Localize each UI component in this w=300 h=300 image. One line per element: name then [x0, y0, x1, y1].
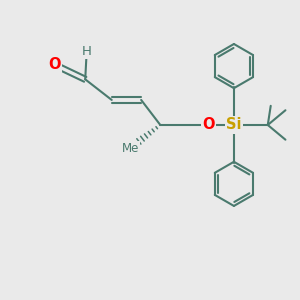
Text: Me: Me	[122, 142, 140, 155]
Text: O: O	[48, 57, 61, 72]
Text: H: H	[82, 45, 92, 58]
Text: Si: Si	[226, 118, 242, 133]
Text: O: O	[202, 118, 215, 133]
